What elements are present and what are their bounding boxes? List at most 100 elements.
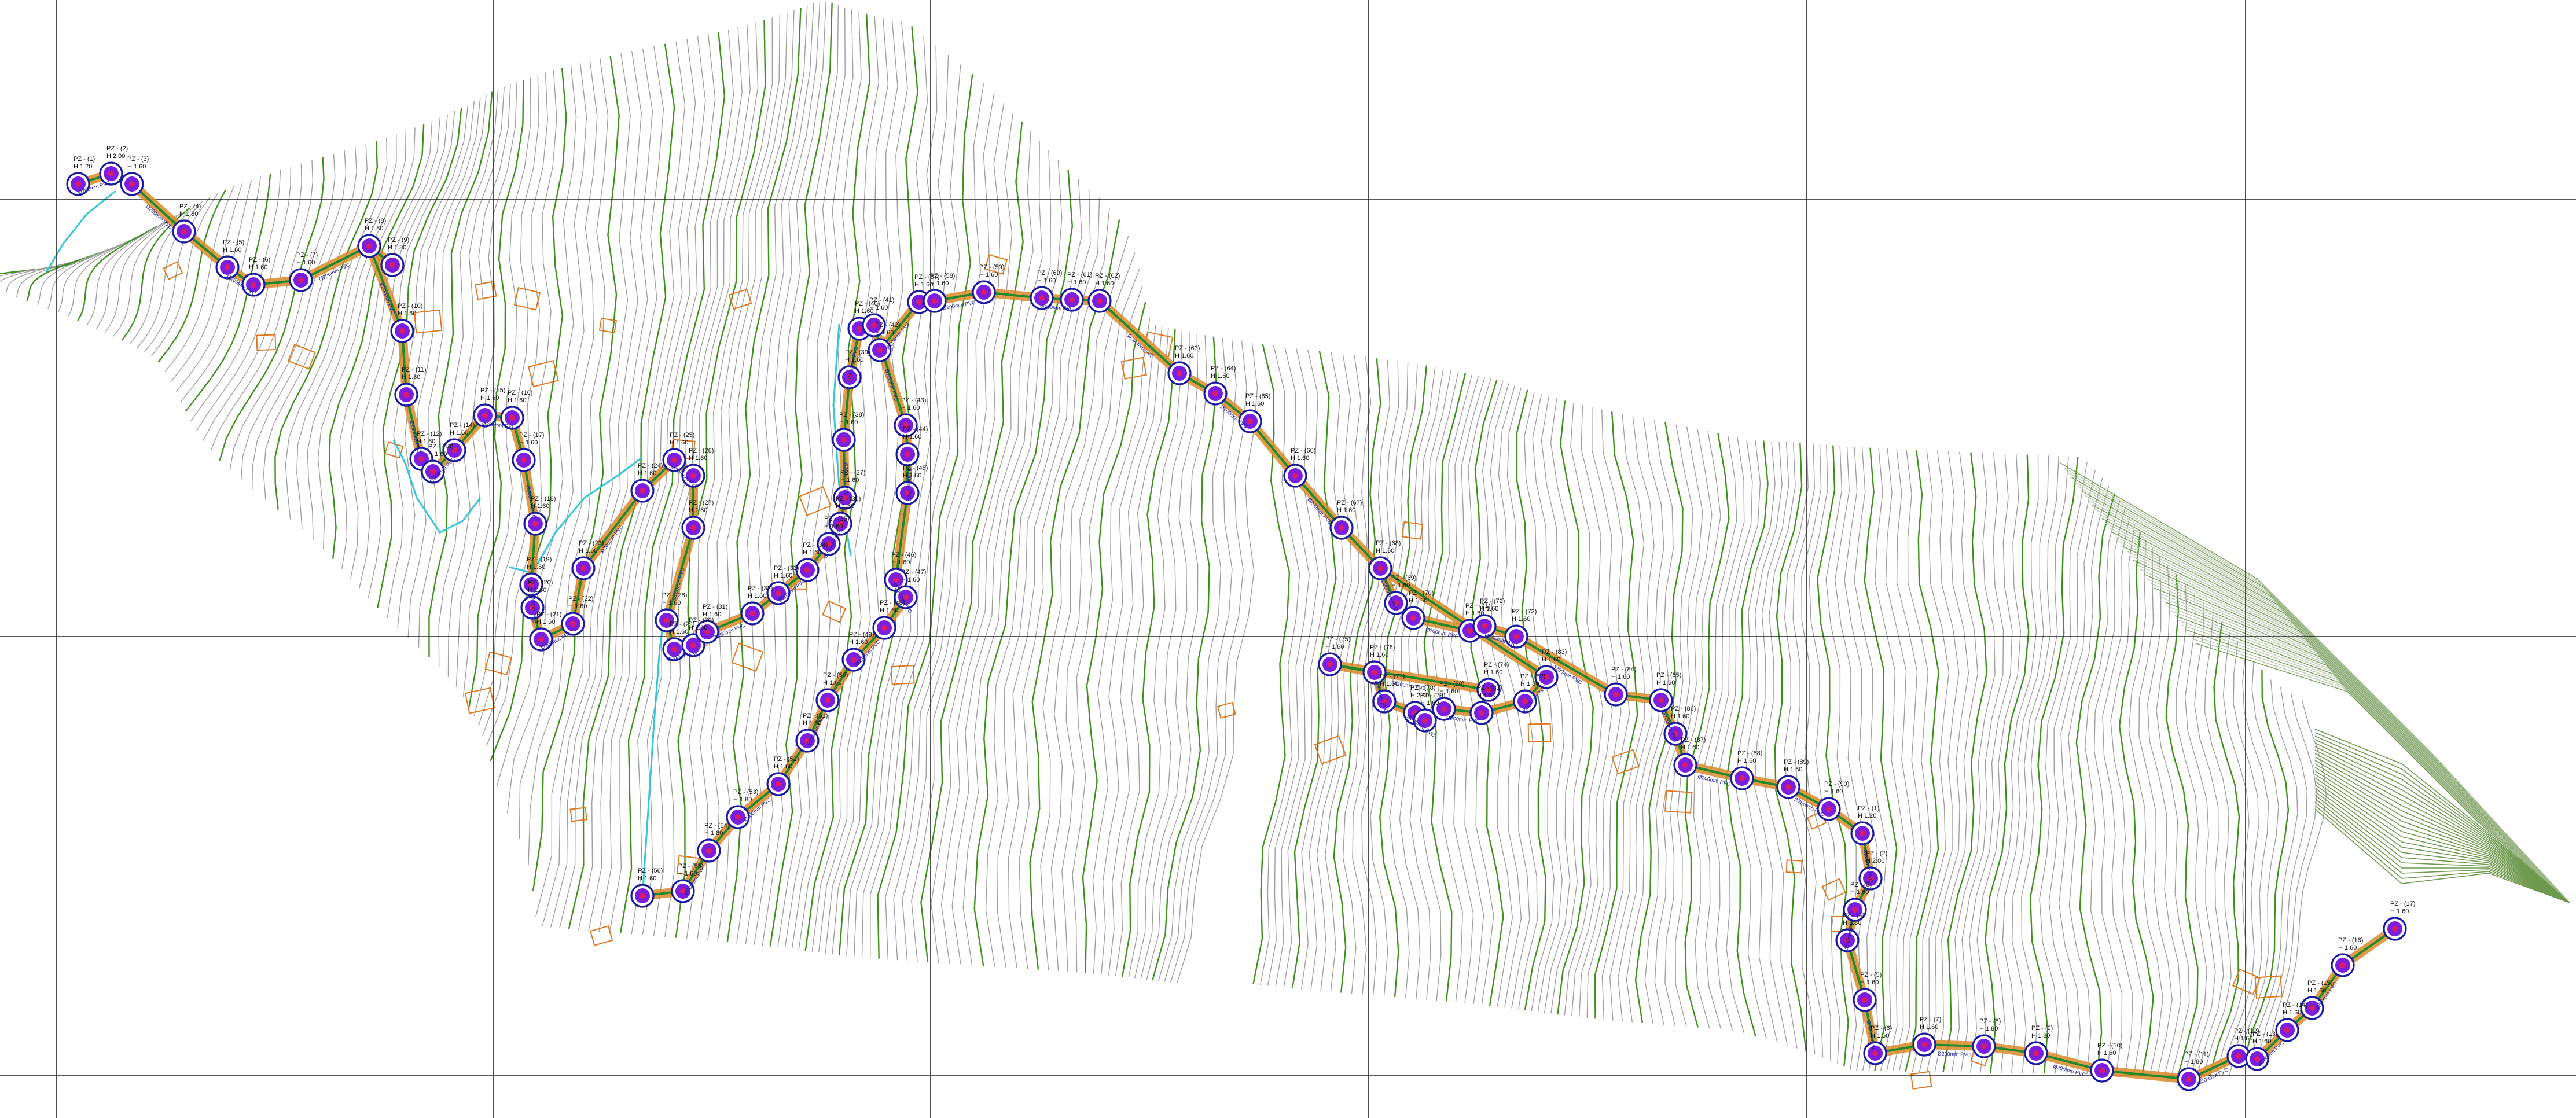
manhole-node[interactable] <box>241 273 266 297</box>
manhole-node[interactable] <box>390 319 414 343</box>
manhole-node[interactable] <box>1604 682 1628 707</box>
manhole-node[interactable] <box>1203 381 1228 406</box>
manhole-node[interactable] <box>2177 1067 2201 1091</box>
manhole-node[interactable] <box>972 280 996 304</box>
manhole-node[interactable] <box>895 442 920 466</box>
manhole-node[interactable] <box>766 581 791 605</box>
manhole-node[interactable] <box>1362 660 1387 685</box>
manhole-node[interactable] <box>2300 996 2324 1020</box>
manhole-node[interactable] <box>695 620 719 644</box>
manhole-node[interactable] <box>662 448 686 472</box>
manhole-node[interactable] <box>289 268 313 292</box>
manhole-node[interactable] <box>520 595 545 620</box>
manhole-node[interactable] <box>828 512 852 536</box>
manhole-node[interactable] <box>766 772 791 796</box>
manhole-node[interactable] <box>1504 624 1528 649</box>
manhole-node[interactable] <box>1167 361 1192 385</box>
manhole-node[interactable] <box>923 289 947 313</box>
manhole-node[interactable] <box>1238 409 1262 433</box>
manhole-node[interactable] <box>815 688 840 712</box>
manhole-node[interactable] <box>473 403 497 428</box>
manhole-node[interactable] <box>1853 988 1877 1012</box>
manhole-node[interactable] <box>1030 286 1054 310</box>
manhole-node[interactable] <box>66 172 90 196</box>
manhole-node[interactable] <box>519 572 543 597</box>
manhole-node[interactable] <box>512 448 536 472</box>
manhole-node[interactable] <box>120 172 144 196</box>
manhole-node[interactable] <box>1384 591 1408 615</box>
manhole-node[interactable] <box>894 585 918 609</box>
manhole-node[interactable] <box>529 627 553 652</box>
manhole-node[interactable] <box>894 413 918 437</box>
manhole-node[interactable] <box>1663 722 1688 746</box>
manhole-node[interactable] <box>833 486 857 510</box>
manhole-node[interactable] <box>357 234 381 258</box>
manhole-node[interactable] <box>1730 766 1754 790</box>
manhole-node[interactable] <box>795 558 820 582</box>
manhole-node[interactable] <box>681 633 705 657</box>
manhole-node[interactable] <box>1912 1032 1936 1057</box>
manhole-node[interactable] <box>795 729 820 753</box>
manhole-node[interactable] <box>561 612 585 636</box>
manhole-node[interactable] <box>1413 708 1437 733</box>
manhole-node[interactable] <box>215 255 240 280</box>
manhole-node[interactable] <box>662 637 686 661</box>
manhole-node[interactable] <box>837 365 862 389</box>
manhole-node[interactable] <box>697 838 721 863</box>
manhole-node[interactable] <box>1513 689 1537 714</box>
manhole-node[interactable] <box>2024 1041 2048 1065</box>
manhole-node[interactable] <box>740 601 765 626</box>
manhole-node[interactable] <box>817 532 841 556</box>
manhole-node[interactable] <box>1843 898 1867 922</box>
manhole-node[interactable] <box>1534 665 1559 689</box>
manhole-node[interactable] <box>1432 697 1456 721</box>
manhole-node[interactable] <box>832 428 856 452</box>
manhole-node[interactable] <box>99 161 123 186</box>
manhole-node[interactable] <box>1283 464 1307 488</box>
manhole-node[interactable] <box>500 406 524 430</box>
manhole-node[interactable] <box>1401 606 1425 630</box>
manhole-node[interactable] <box>172 219 196 244</box>
manhole-node[interactable] <box>1329 516 1354 540</box>
manhole-node[interactable] <box>380 253 405 277</box>
manhole-node[interactable] <box>1372 689 1397 714</box>
manhole-node[interactable] <box>630 479 655 503</box>
manhole-node[interactable] <box>1318 652 1342 676</box>
manhole-node[interactable] <box>2331 953 2355 977</box>
manhole-node[interactable] <box>630 884 655 908</box>
manhole-node[interactable] <box>1469 701 1494 725</box>
manhole-node[interactable] <box>1858 866 1883 891</box>
manhole-node[interactable] <box>1972 1034 1996 1058</box>
manhole-node[interactable] <box>1863 1041 1887 1065</box>
manhole-node[interactable] <box>655 608 679 632</box>
manhole-node[interactable] <box>1060 288 1084 312</box>
manhole-node[interactable] <box>884 568 908 592</box>
manhole-node[interactable] <box>1850 821 1875 845</box>
manhole-node[interactable] <box>571 556 596 580</box>
manhole-node[interactable] <box>681 464 705 488</box>
manhole-node[interactable] <box>523 512 547 536</box>
manhole-node[interactable] <box>862 313 886 337</box>
manhole-node[interactable] <box>1472 614 1497 638</box>
manhole-node[interactable] <box>421 459 445 484</box>
manhole-node[interactable] <box>1368 556 1392 580</box>
manhole-node[interactable] <box>681 516 705 540</box>
manhole-node[interactable] <box>1776 775 1800 799</box>
manhole-node[interactable] <box>394 383 418 407</box>
manhole-node[interactable] <box>841 648 866 672</box>
manhole-node[interactable] <box>1673 753 1697 777</box>
manhole-node[interactable] <box>442 438 466 462</box>
manhole-node[interactable] <box>1835 928 1860 952</box>
manhole-node[interactable] <box>868 338 892 362</box>
manhole-node[interactable] <box>2245 1047 2269 1071</box>
manhole-node[interactable] <box>895 481 920 505</box>
manhole-node[interactable] <box>2275 1018 2299 1042</box>
manhole-node[interactable] <box>872 616 896 640</box>
manhole-node[interactable] <box>1087 289 1112 313</box>
manhole-node[interactable] <box>726 805 750 829</box>
manhole-node[interactable] <box>2090 1058 2114 1083</box>
manhole-node[interactable] <box>2226 1044 2251 1068</box>
manhole-node[interactable] <box>671 879 695 903</box>
manhole-node[interactable] <box>1476 678 1501 702</box>
